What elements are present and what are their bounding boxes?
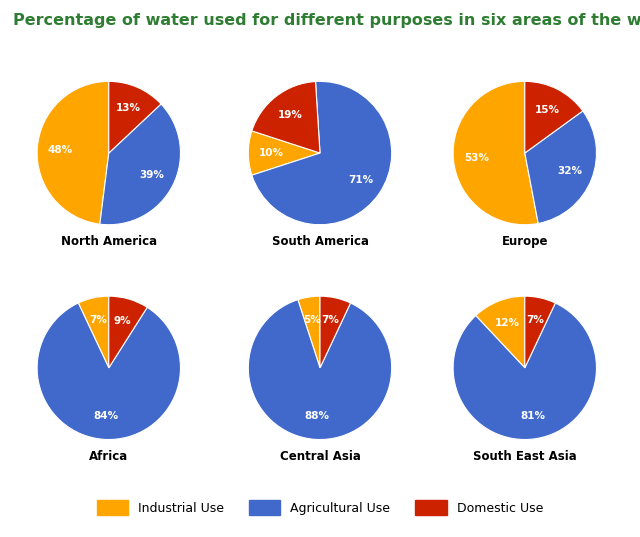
Title: Africa: Africa xyxy=(89,450,129,463)
Text: 7%: 7% xyxy=(527,315,545,325)
Wedge shape xyxy=(320,296,351,368)
Text: 10%: 10% xyxy=(259,148,284,158)
Text: 7%: 7% xyxy=(89,315,107,325)
Title: South America: South America xyxy=(271,235,369,248)
Text: 5%: 5% xyxy=(303,315,321,325)
Wedge shape xyxy=(109,82,161,153)
Wedge shape xyxy=(37,303,180,439)
Title: South East Asia: South East Asia xyxy=(473,450,577,463)
Text: 15%: 15% xyxy=(534,105,559,114)
Text: 32%: 32% xyxy=(557,166,582,176)
Text: 71%: 71% xyxy=(348,176,373,185)
Wedge shape xyxy=(453,82,538,224)
Wedge shape xyxy=(109,296,147,368)
Text: 88%: 88% xyxy=(305,411,330,422)
Wedge shape xyxy=(248,131,320,175)
Wedge shape xyxy=(252,82,392,224)
Text: 48%: 48% xyxy=(47,145,73,155)
Title: Europe: Europe xyxy=(502,235,548,248)
Wedge shape xyxy=(248,300,392,439)
Text: 53%: 53% xyxy=(464,153,489,163)
Text: 7%: 7% xyxy=(322,315,340,325)
Text: Percentage of water used for different purposes in six areas of the world.: Percentage of water used for different p… xyxy=(13,13,640,28)
Text: 9%: 9% xyxy=(113,316,131,326)
Wedge shape xyxy=(476,296,525,368)
Text: 84%: 84% xyxy=(93,411,118,422)
Wedge shape xyxy=(525,111,596,223)
Wedge shape xyxy=(298,296,320,368)
Legend: Industrial Use, Agricultural Use, Domestic Use: Industrial Use, Agricultural Use, Domest… xyxy=(92,495,548,520)
Wedge shape xyxy=(100,104,180,224)
Text: 19%: 19% xyxy=(278,110,303,120)
Wedge shape xyxy=(525,82,583,153)
Wedge shape xyxy=(252,82,320,153)
Title: North America: North America xyxy=(61,235,157,248)
Title: Central Asia: Central Asia xyxy=(280,450,360,463)
Wedge shape xyxy=(78,296,109,368)
Text: 81%: 81% xyxy=(520,411,545,421)
Text: 13%: 13% xyxy=(116,103,141,113)
Text: 39%: 39% xyxy=(140,170,164,180)
Wedge shape xyxy=(525,296,556,368)
Text: 12%: 12% xyxy=(494,317,519,328)
Wedge shape xyxy=(453,303,596,439)
Wedge shape xyxy=(37,82,109,224)
